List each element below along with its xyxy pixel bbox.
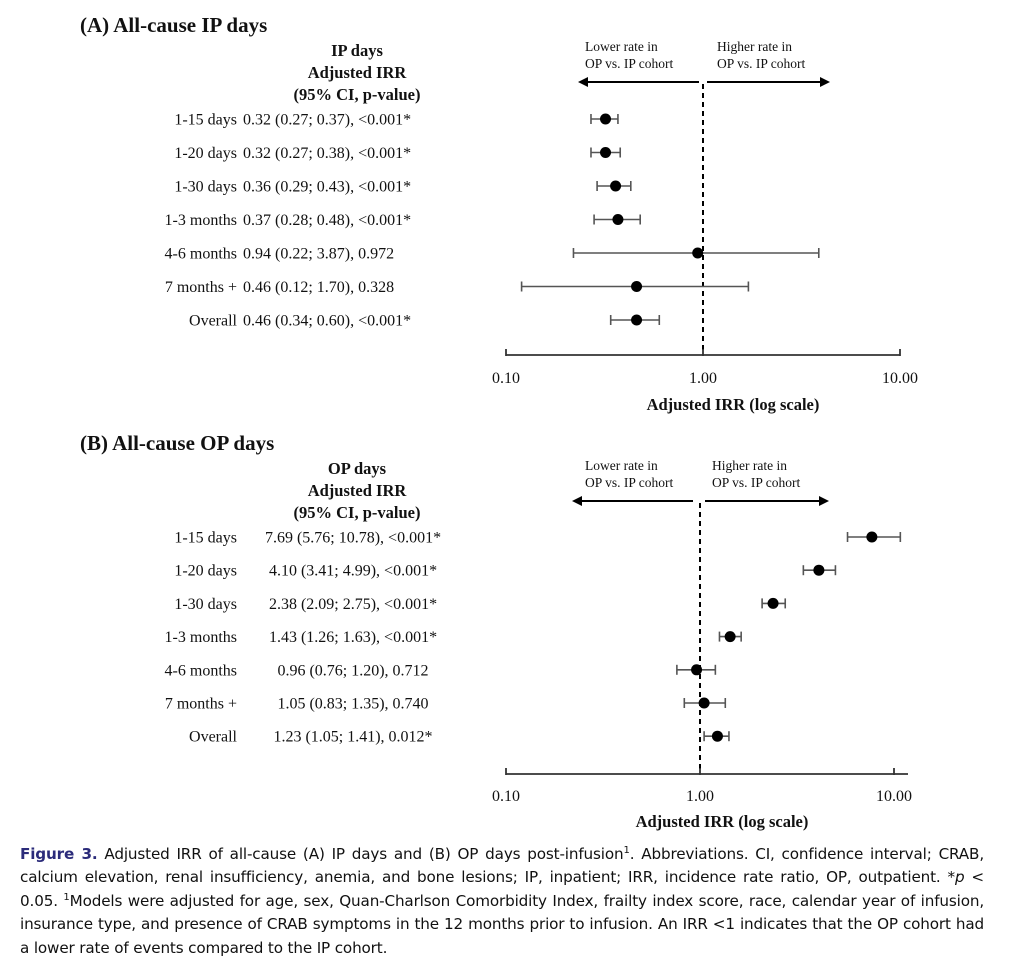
row-label: 1-3 months xyxy=(165,629,237,646)
table-header-line3: (95% CI, p-value) xyxy=(294,85,421,104)
table-header-line2: Adjusted IRR xyxy=(308,481,408,500)
point-estimate xyxy=(711,730,723,742)
row-label: 1-20 days xyxy=(174,563,237,580)
footnote-marker: 1 xyxy=(63,891,70,903)
row-estimate-text: 0.96 (0.76; 1.20), 0.712 xyxy=(277,662,428,679)
row-label: 1-15 days xyxy=(174,530,237,547)
row-estimate-text: 0.32 (0.27; 0.38), <0.001* xyxy=(243,145,411,162)
caption-text-1: Adjusted IRR of all-cause (A) IP days an… xyxy=(97,845,624,863)
x-axis-label: Adjusted IRR (log scale) xyxy=(647,395,820,414)
point-estimate xyxy=(600,147,612,158)
panel-title: (B) All-cause OP days xyxy=(80,431,274,455)
point-estimate xyxy=(612,214,624,225)
table-header-line2: Adjusted IRR xyxy=(308,63,408,82)
point-estimate xyxy=(610,180,622,192)
lower-rate-label-line2: OP vs. IP cohort xyxy=(585,475,674,490)
x-tick-label: 10.00 xyxy=(882,370,918,387)
x-tick-label: 0.10 xyxy=(492,788,520,805)
row-label: 7 months + xyxy=(165,279,237,296)
x-tick-label: 10.00 xyxy=(876,788,912,805)
point-estimate xyxy=(698,697,710,709)
row-label: 1-3 months xyxy=(165,212,237,229)
x-tick-label: 1.00 xyxy=(686,788,714,805)
point-estimate xyxy=(600,113,612,125)
row-label: 4-6 months xyxy=(165,246,237,263)
row-label: 1-30 days xyxy=(174,179,237,196)
forest-marks xyxy=(676,503,902,774)
figure-caption: Figure 3. Adjusted IRR of all-cause (A) … xyxy=(20,843,984,960)
forest-plot-figure: (A) All-cause IP days IP days Adjusted I… xyxy=(80,13,918,831)
table-header-line1: OP days xyxy=(328,459,387,478)
lower-rate-label-line1: Lower rate in xyxy=(585,39,658,54)
caption-text-3: < 0.05. xyxy=(20,868,984,910)
point-estimate xyxy=(631,281,643,292)
row-estimate-text: 0.36 (0.29; 0.43), <0.001* xyxy=(243,179,411,196)
row-label: 1-15 days xyxy=(174,112,237,129)
row-estimate-text: 7.69 (5.76; 10.78), <0.001* xyxy=(265,530,441,547)
x-tick-label: 1.00 xyxy=(689,370,717,387)
row-estimate-text: 1.23 (1.05; 1.41), 0.012* xyxy=(273,729,432,746)
point-estimate xyxy=(631,314,643,326)
lower-rate-label-line2: OP vs. IP cohort xyxy=(585,56,674,71)
row-estimate-text: 0.32 (0.27; 0.37), <0.001* xyxy=(243,112,411,129)
panel-title: (A) All-cause IP days xyxy=(80,13,267,37)
point-estimate xyxy=(691,664,703,676)
row-label: 1-30 days xyxy=(174,596,237,613)
caption-text-2: . Abbreviations. CI, confidence interval… xyxy=(20,845,984,887)
row-estimate-text: 0.46 (0.34; 0.60), <0.001* xyxy=(243,313,411,330)
row-estimate-text: 0.46 (0.12; 1.70), 0.328 xyxy=(243,279,394,296)
forest-marks xyxy=(520,84,820,355)
point-estimate xyxy=(692,247,704,259)
row-label: 1-20 days xyxy=(174,145,237,162)
row-label: 4-6 months xyxy=(165,662,237,679)
x-tick-label: 0.10 xyxy=(492,370,520,387)
row-estimate-text: 0.94 (0.22; 3.87), 0.972 xyxy=(243,246,394,263)
higher-rate-label-line1: Higher rate in xyxy=(712,458,787,473)
panel-a: (A) All-cause IP days IP days Adjusted I… xyxy=(80,13,918,414)
higher-rate-label-line2: OP vs. IP cohort xyxy=(717,56,806,71)
figure-label: Figure 3. xyxy=(20,845,98,863)
table-header-line3: (95% CI, p-value) xyxy=(294,503,421,522)
row-label: Overall xyxy=(189,313,238,330)
row-estimate-text: 2.38 (2.09; 2.75), <0.001* xyxy=(269,596,437,613)
row-estimate-text: 1.05 (0.83; 1.35), 0.740 xyxy=(277,696,428,713)
x-axis: 0.10 1.00 10.00 xyxy=(492,768,912,805)
table-header-line1: IP days xyxy=(331,41,383,60)
row-estimate-text: 1.43 (1.26; 1.63), <0.001* xyxy=(269,629,437,646)
point-estimate xyxy=(767,597,779,609)
x-axis-label: Adjusted IRR (log scale) xyxy=(636,812,809,831)
higher-rate-label-line1: Higher rate in xyxy=(717,39,792,54)
x-axis: 0.10 1.00 10.00 xyxy=(492,349,918,387)
caption-text-4: Models were adjusted for age, sex, Quan-… xyxy=(20,891,984,957)
higher-rate-label-line2: OP vs. IP cohort xyxy=(712,475,801,490)
row-estimate-text: 0.37 (0.28; 0.48), <0.001* xyxy=(243,212,411,229)
panel-b: (B) All-cause OP days OP days Adjusted I… xyxy=(80,431,912,831)
lower-rate-label-line1: Lower rate in xyxy=(585,458,658,473)
forest-rows: 1-15 days 7.69 (5.76; 10.78), <0.001* 1-20… xyxy=(165,530,442,746)
row-label: 7 months + xyxy=(165,696,237,713)
forest-rows: 1-15 days 0.32 (0.27; 0.37), <0.001* 1-20 … xyxy=(165,112,412,330)
point-estimate xyxy=(724,631,736,643)
point-estimate xyxy=(813,564,825,576)
row-estimate-text: 4.10 (3.41; 4.99), <0.001* xyxy=(269,563,437,580)
footnote-marker: 1 xyxy=(623,844,630,856)
row-label: Overall xyxy=(189,729,238,746)
point-estimate xyxy=(866,531,878,543)
p-symbol: p xyxy=(954,868,965,887)
